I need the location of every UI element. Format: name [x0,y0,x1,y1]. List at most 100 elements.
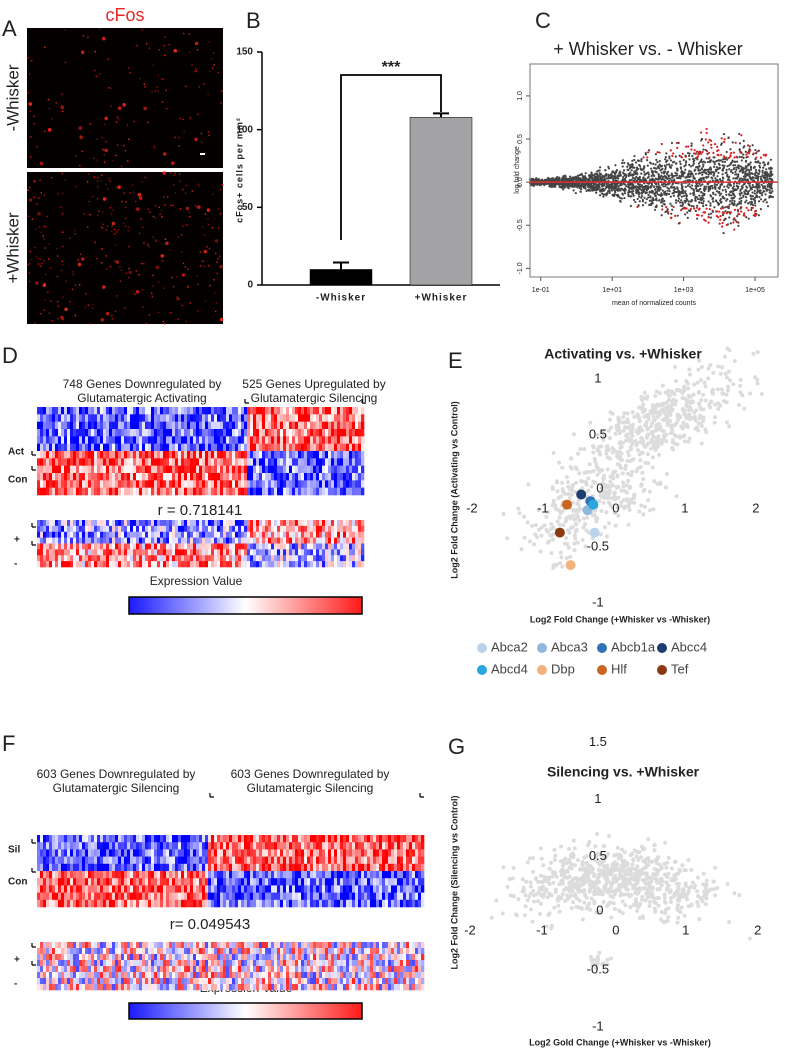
heatmap-cell [250,555,254,562]
heatmap-cell [103,429,107,437]
heatmap-cell [319,429,323,437]
heatmap-cell [385,849,389,857]
heatmap-cell [175,561,179,568]
heatmap-cell [241,443,245,452]
heatmap-cell [289,429,293,437]
heatmap-cell [127,480,131,488]
heatmap-cell [139,871,143,879]
heatmap-cell [289,458,293,466]
heatmap-cell [151,892,155,901]
heatmap-cell [223,465,227,474]
heatmap-cell [112,555,116,562]
heatmap-cell [124,842,128,850]
heatmap-cell [79,972,83,979]
heatmap-cell [340,954,344,961]
heatmap-cell [112,892,116,901]
heatmap-cell [349,984,353,991]
heatmap-cell [346,549,350,556]
heatmap-header: Glutamatergic Silencing [247,781,374,795]
heatmap-cell [244,487,248,496]
heatmap-cell [247,966,251,973]
heatmap-cell [154,954,158,961]
heatmap-cell [133,972,137,979]
heatmap-cell [265,978,269,985]
heatmap-cell [73,549,77,556]
heatmap-cell [130,537,134,544]
heatmap-cell [388,892,392,901]
heatmap-cell [115,835,119,843]
heatmap-cell [415,892,419,901]
heatmap-cell [70,436,74,444]
heatmap-cell [196,960,200,967]
heatmap-cell [91,885,95,893]
heatmap-cell [151,480,155,488]
heatmap-cell [130,966,134,973]
heatmap-cell [337,892,341,901]
heatmap-cell [394,978,398,985]
heatmap-cell [121,458,125,466]
heatmap-cell [202,465,206,474]
heatmap-cell [331,972,335,979]
heatmap-cell [232,856,236,865]
heatmap-cell [241,892,245,901]
heatmap-cell [88,525,92,533]
heatmap-cell [238,878,242,886]
heatmap-cell [55,451,59,459]
heatmap-cell [286,849,290,857]
heatmap-cell [259,972,263,979]
heatmap-cell [376,878,380,886]
heatmap-cell [253,948,257,955]
heatmap-cell [172,537,176,544]
heatmap-cell [325,978,329,985]
heatmap-cell [160,543,164,550]
heatmap-cell [193,429,197,437]
heatmap-cell [202,407,206,415]
heatmap-cell [226,972,230,979]
heatmap-cell [364,978,368,985]
heatmap-cell [340,942,344,949]
heatmap-cell [124,972,128,979]
heatmap-cell [58,561,62,568]
heatmap-cell [385,878,389,886]
heatmap-cell [250,473,254,481]
heatmap-cell [355,465,359,474]
heatmap-cell [229,954,233,961]
heatmap-cell [328,520,332,527]
heatmap-cell [295,549,299,556]
heatmap-cell [100,436,104,444]
heatmap-cell [46,525,50,533]
heatmap-cell [160,871,164,879]
heatmap-cell [421,842,425,850]
heatmap-cell [175,863,179,872]
heatmap-cell [61,465,65,474]
heatmap-cell [106,835,110,843]
heatmap-cell [292,892,296,901]
heatmap-cell [139,543,143,550]
heatmap-cell [151,543,155,550]
heatmap-cell [79,451,83,459]
heatmap-cell [148,473,152,481]
heatmap-cell [301,436,305,444]
heatmap-cell [115,555,119,562]
heatmap-cell [178,549,182,556]
heatmap-cell [247,487,251,496]
heatmap-cell [280,451,284,459]
heatmap-cell [223,537,227,544]
heatmap-cell [331,942,335,949]
heatmap-cell [55,849,59,857]
heatmap-cell [217,429,221,437]
heatmap-cell [91,407,95,415]
heatmap-cell [67,465,71,474]
speckle [128,267,131,270]
heatmap-cell [91,863,95,872]
heatmap-cell [373,899,377,908]
heatmap-cell [295,520,299,527]
heatmap-cell [145,487,149,496]
heatmap-cell [112,984,116,991]
speckle [108,177,110,180]
heatmap-cell [49,555,53,562]
heatmap-cell [64,436,68,444]
heatmap-cell [64,520,68,527]
heatmap-cell [406,878,410,886]
heatmap-cell [145,856,149,865]
